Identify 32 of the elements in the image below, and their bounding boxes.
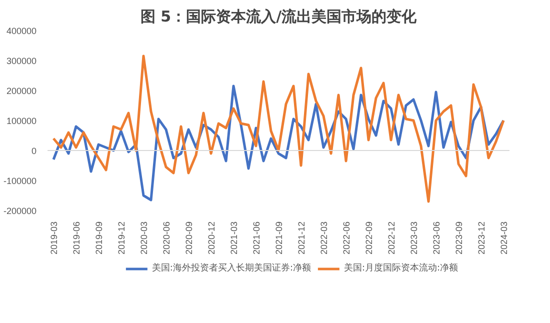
- y-tick-label: -200000: [3, 206, 36, 216]
- x-tick-label: 2021-12: [296, 222, 306, 255]
- x-tick-label: 2020-06: [162, 222, 172, 255]
- x-tick-label: 2023-03: [409, 222, 419, 255]
- x-tick-label: 2023-12: [476, 222, 486, 255]
- x-tick-label: 2022-09: [364, 222, 374, 255]
- x-tick-label: 2021-03: [229, 222, 239, 255]
- x-tick-label: 2021-06: [252, 222, 262, 255]
- x-tick-label: 2019-09: [94, 222, 104, 255]
- x-tick-label: 2020-03: [139, 222, 149, 255]
- y-tick-label: 300000: [6, 56, 37, 66]
- x-tick-label: 2024-03: [499, 222, 509, 255]
- y-tick-label: 200000: [6, 86, 37, 96]
- y-tick-label: 400000: [6, 26, 37, 36]
- line-series: [52, 54, 505, 203]
- x-tick-label: 2023-09: [454, 222, 464, 255]
- y-tick-label: 0: [31, 146, 37, 156]
- x-tick-label: 2019-12: [116, 222, 126, 255]
- x-tick-label: 2022-03: [319, 222, 329, 255]
- x-tick-label: 2023-06: [432, 222, 442, 255]
- x-tick-label: 2021-09: [274, 222, 284, 255]
- x-tick-label: 2020-12: [206, 222, 216, 255]
- x-tick-label: 2022-06: [342, 222, 352, 255]
- x-tick-label: 2019-06: [72, 222, 82, 255]
- y-tick-label: 100000: [6, 116, 37, 126]
- x-tick-label: 2022-12: [386, 222, 396, 255]
- x-tick-label: 2019-03: [49, 222, 59, 255]
- y-tick-label: -100000: [3, 176, 36, 186]
- legend-label: 美国:月度国际资本流动:净额: [344, 262, 458, 274]
- chart-title: 图 5：国际资本流入/流出美国市场的变化: [140, 8, 418, 26]
- x-tick-label: 2020-09: [184, 222, 194, 255]
- legend-label: 美国:海外投资者买入长期美国证券:净额: [152, 262, 311, 274]
